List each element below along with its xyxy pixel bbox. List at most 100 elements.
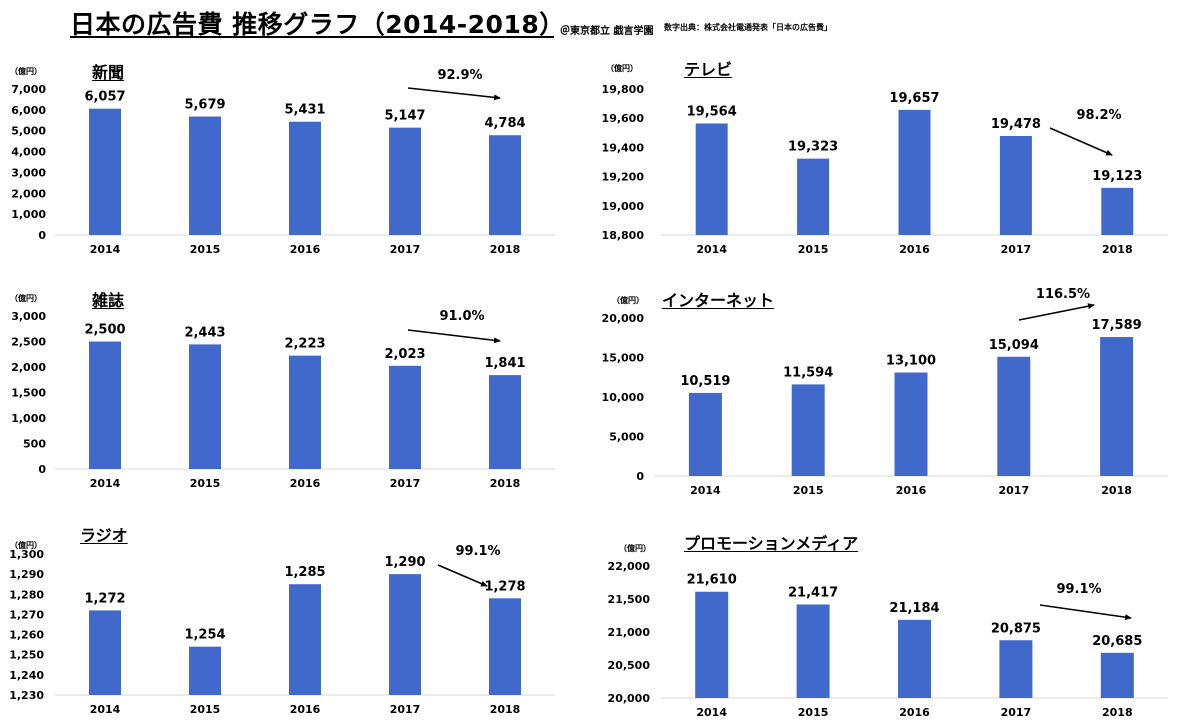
data-label: 2,500 <box>84 323 125 338</box>
bar-2017 <box>999 136 1032 235</box>
bar-chart-tv: 18,800 19,000 19,200 19,400 19,600 19,800 19,5… <box>602 83 1168 256</box>
growth-rate-label: 92.9% <box>437 68 482 83</box>
bar-2016 <box>894 372 928 476</box>
chart-title: ラジオ <box>80 526 128 545</box>
y-tick-label: 3,000 <box>11 166 46 179</box>
unit-label: （億円） <box>606 64 638 73</box>
y-tick-label: 18,800 <box>602 229 645 242</box>
data-label: 1,841 <box>484 356 525 371</box>
bar-chart-internet: 0 5,000 10,000 15,000 20,000 10,519 2014 11,594… <box>602 287 1168 497</box>
bar-2014 <box>695 591 729 698</box>
y-tick-label: 19,000 <box>602 200 645 213</box>
growth-rate-label: 99.1% <box>455 544 500 559</box>
y-tick-label: 15,000 <box>602 352 645 365</box>
growth-rate-label: 116.5% <box>1036 287 1090 302</box>
x-tick-label: 2014 <box>690 484 721 497</box>
x-tick-label: 2018 <box>490 243 521 256</box>
trend-arrow <box>1018 303 1095 321</box>
trend-arrow <box>1049 127 1113 156</box>
bar-chart-radio: 1,230 1,240 1,250 1,260 1,270 1,280 1,290 1,300… <box>9 544 555 716</box>
x-tick-label: 2016 <box>899 706 930 719</box>
growth-rate-label: 98.2% <box>1076 108 1121 123</box>
y-tick-label: 2,500 <box>11 336 46 349</box>
y-tick-label: 1,260 <box>9 629 44 642</box>
data-label: 21,184 <box>889 601 939 616</box>
bar-2016 <box>898 109 931 235</box>
x-tick-label: 2014 <box>696 243 727 256</box>
x-tick-label: 2017 <box>1001 706 1032 719</box>
chart-panel-magazine: （億円） 雑誌 0 500 1,000 1,500 2,000 2,500 3,000 2,5… <box>0 290 560 500</box>
chart-title: インターネット <box>662 291 775 310</box>
x-tick-label: 2018 <box>1101 484 1132 497</box>
growth-rate-label: 99.1% <box>1056 582 1101 597</box>
bar-2014 <box>89 108 121 235</box>
y-tick-label: 21,500 <box>608 593 651 606</box>
unit-label: （億円） <box>612 296 644 305</box>
bar-2018 <box>1100 652 1134 698</box>
unit-label: （億円） <box>10 541 42 550</box>
source-text: 数字出典：株式会社電通発表「日本の広告費」 <box>664 23 832 32</box>
bar-2014 <box>89 610 121 695</box>
y-tick-label: 6,000 <box>11 104 46 117</box>
chart-panel-promotion-media: （億円） プロモーションメディア 20,000 20,500 21,000 21,50… <box>594 520 1174 725</box>
y-tick-label: 1,000 <box>11 208 46 221</box>
x-tick-label: 2017 <box>390 703 421 716</box>
data-label: 17,589 <box>1092 318 1142 333</box>
bar-2017 <box>389 574 421 695</box>
chart-title: 新聞 <box>92 63 125 82</box>
chart-panel-tv: （億円） テレビ 18,800 19,000 19,200 19,400 19,600 1… <box>594 58 1174 268</box>
x-tick-label: 2014 <box>90 243 121 256</box>
bar-2018 <box>1100 337 1134 476</box>
data-label: 1,278 <box>484 579 525 594</box>
x-tick-label: 2015 <box>793 484 824 497</box>
bar-chart-newspaper: 0 1,000 2,000 3,000 4,000 5,000 6,000 7,000 6,05… <box>11 68 555 256</box>
bar-2017 <box>389 365 421 469</box>
bar-2016 <box>289 584 321 695</box>
bar-2016 <box>289 355 321 469</box>
x-tick-label: 2017 <box>390 477 421 490</box>
y-tick-label: 20,500 <box>608 659 651 672</box>
data-label: 2,023 <box>384 347 425 362</box>
credit-text: ＠東京都立 戯言学園 <box>560 26 654 37</box>
y-tick-label: 1,300 <box>9 548 44 561</box>
data-label: 1,285 <box>284 565 325 580</box>
bar-2015 <box>796 604 830 698</box>
x-tick-label: 2016 <box>896 484 927 497</box>
data-label: 1,254 <box>184 628 225 643</box>
unit-label: （億円） <box>10 294 42 303</box>
bar-2018 <box>489 598 521 695</box>
bar-2015 <box>189 646 221 695</box>
unit-label: （億円） <box>619 544 651 553</box>
bar-2014 <box>89 341 121 469</box>
data-label: 15,094 <box>989 338 1039 353</box>
bar-2017 <box>997 356 1031 476</box>
data-label: 20,875 <box>991 621 1041 636</box>
x-tick-label: 2018 <box>1102 706 1133 719</box>
data-label: 2,443 <box>184 325 225 340</box>
data-label: 10,519 <box>680 374 730 389</box>
data-label: 6,057 <box>84 90 125 105</box>
x-tick-label: 2017 <box>998 484 1029 497</box>
x-tick-label: 2015 <box>798 243 829 256</box>
x-tick-label: 2016 <box>899 243 930 256</box>
y-tick-label: 1,000 <box>11 412 46 425</box>
chart-panel-internet: （億円） インターネット 0 5,000 10,000 15,000 20,000 10,… <box>594 287 1174 500</box>
x-tick-label: 2015 <box>190 243 221 256</box>
data-label: 19,478 <box>991 117 1041 132</box>
data-label: 2,223 <box>284 337 325 352</box>
bar-2015 <box>189 116 221 235</box>
data-label: 21,417 <box>788 585 838 600</box>
trend-arrow <box>407 329 501 344</box>
y-tick-label: 22,000 <box>608 560 651 573</box>
bar-2017 <box>389 127 421 235</box>
y-tick-label: 500 <box>23 438 46 451</box>
y-tick-label: 4,000 <box>11 146 46 159</box>
bar-2018 <box>1101 187 1134 235</box>
unit-label: （億円） <box>10 67 42 76</box>
y-tick-label: 19,400 <box>602 141 645 154</box>
x-tick-label: 2018 <box>490 703 521 716</box>
y-tick-label: 1,230 <box>9 689 44 702</box>
title-underline <box>70 36 554 38</box>
y-tick-label: 1,500 <box>11 387 46 400</box>
chart-title: テレビ <box>684 60 733 79</box>
